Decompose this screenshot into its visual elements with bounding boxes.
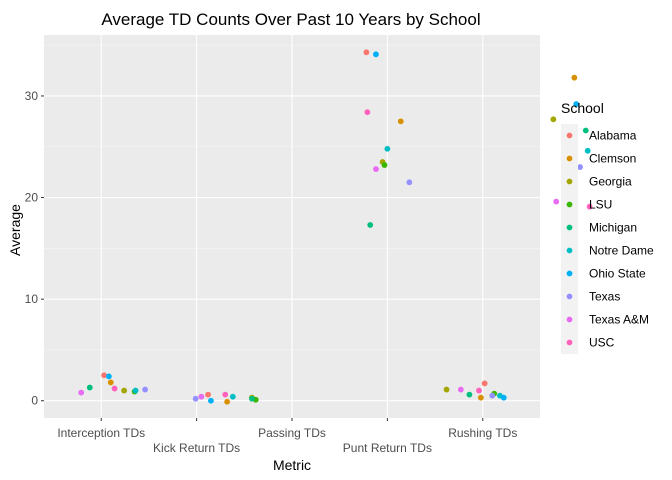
data-point	[373, 166, 379, 173]
legend-label: LSU	[589, 198, 612, 212]
x-tick-label: Passing TDs	[258, 426, 326, 440]
data-point	[111, 385, 118, 392]
legend-key-point	[566, 132, 573, 139]
data-point	[384, 145, 391, 152]
data-point	[222, 391, 229, 398]
data-point	[249, 395, 255, 402]
data-point	[105, 373, 112, 380]
data-point	[584, 147, 591, 154]
data-point	[229, 393, 236, 400]
x-tick-label: Punt Return TDs	[343, 441, 432, 455]
data-point	[198, 393, 205, 400]
data-point	[577, 164, 583, 170]
data-point	[489, 392, 496, 399]
legend-key-point	[566, 316, 573, 323]
data-point	[205, 391, 211, 398]
y-tick-label: 20	[25, 191, 39, 205]
data-point	[550, 116, 557, 123]
y-axis: 0 10 20 30	[25, 89, 44, 408]
legend-key-point	[566, 339, 573, 346]
data-point	[397, 118, 404, 125]
data-point	[573, 101, 580, 107]
data-point	[477, 394, 484, 401]
data-point	[192, 395, 199, 402]
legend-key-point	[566, 178, 573, 185]
data-point	[86, 384, 93, 391]
legend-label: Ohio State	[589, 267, 646, 281]
data-point	[364, 109, 371, 116]
legend-label: Alabama	[589, 129, 637, 143]
data-point	[224, 398, 231, 405]
data-point	[142, 386, 149, 393]
data-point	[381, 162, 388, 168]
data-point	[457, 386, 464, 393]
data-point	[367, 222, 374, 228]
legend-key-point	[566, 247, 573, 254]
legend-label: USC	[589, 336, 615, 350]
y-tick-label: 30	[25, 89, 39, 103]
x-axis: Interception TDs Kick Return TDs Passing T…	[57, 418, 517, 455]
x-tick-label: Rushing TDs	[448, 426, 517, 440]
legend: School Alabama Clemson Georgia LSU Michigan N…	[561, 100, 654, 354]
data-point	[481, 380, 488, 387]
data-point	[476, 387, 482, 394]
legend-label: Michigan	[589, 221, 637, 235]
data-point	[443, 386, 450, 393]
legend-label: Texas	[589, 290, 620, 304]
chart-title: Average TD Counts Over Past 10 Years by …	[101, 10, 480, 29]
legend-label: Clemson	[589, 152, 636, 166]
data-point	[363, 49, 370, 56]
data-point	[553, 198, 560, 205]
data-point	[406, 179, 413, 186]
data-point	[582, 127, 589, 134]
plot-panel	[44, 35, 540, 418]
data-point	[373, 51, 379, 58]
data-point	[132, 387, 139, 394]
legend-label: Georgia	[589, 175, 632, 189]
data-point	[466, 391, 473, 398]
legend-key-point	[566, 155, 573, 162]
legend-label: Notre Dame	[589, 244, 654, 258]
data-point	[107, 379, 114, 386]
data-point	[586, 203, 593, 210]
y-tick-label: 10	[25, 292, 39, 306]
x-tick-label: Kick Return TDs	[153, 441, 240, 455]
x-axis-title: Metric	[273, 457, 311, 473]
legend-label: Texas A&M	[589, 313, 649, 327]
y-tick-label: 0	[31, 394, 38, 408]
legend-key-point	[566, 224, 573, 231]
data-point	[208, 397, 214, 404]
data-point	[500, 394, 507, 401]
data-points	[78, 49, 593, 405]
data-point	[571, 74, 578, 81]
legend-key-point	[566, 201, 573, 208]
legend-title: School	[561, 100, 604, 116]
data-point	[78, 389, 85, 396]
data-point	[121, 387, 128, 394]
data-point	[101, 372, 107, 379]
y-axis-title: Average	[7, 204, 23, 256]
legend-key-point	[566, 270, 573, 277]
x-tick-label: Interception TDs	[57, 426, 145, 440]
legend-key-point	[566, 293, 573, 300]
